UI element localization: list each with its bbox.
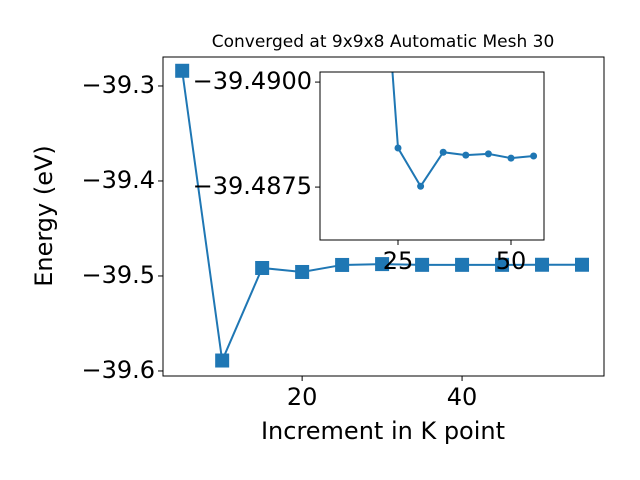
- marker: [375, 257, 390, 272]
- y-tick-label: −39.3: [81, 71, 155, 99]
- marker: [575, 257, 590, 272]
- y-tick-label: −39.5: [81, 261, 155, 289]
- y-axis-label: Energy (eV): [30, 145, 58, 287]
- x-axis-label: Increment in K point: [261, 417, 505, 445]
- marker: [495, 257, 510, 272]
- marker: [439, 148, 447, 156]
- x-tick-label: 20: [287, 383, 318, 411]
- inset-chart: 25 50 −39.4875 −39.4900: [193, 67, 545, 275]
- marker: [215, 353, 230, 368]
- x-tick-label: 50: [496, 247, 527, 275]
- axes-background: [320, 72, 544, 240]
- marker: [530, 152, 538, 160]
- marker: [535, 257, 550, 272]
- y-tick-label: −39.6: [81, 356, 155, 384]
- marker: [507, 154, 515, 162]
- marker: [394, 144, 402, 152]
- line: [391, 72, 534, 189]
- marker: [415, 257, 430, 272]
- y-tick-label: −39.4875: [193, 172, 312, 200]
- y-tick-label: −39.4: [81, 166, 155, 194]
- marker: [295, 264, 310, 279]
- marker: [417, 182, 425, 190]
- marker: [175, 63, 190, 78]
- plot-area: [391, 72, 538, 190]
- x-tick-label: 40: [447, 383, 478, 411]
- marker: [255, 260, 270, 275]
- axes-frame: [319, 71, 545, 241]
- y-tick-label: −39.4900: [193, 67, 312, 95]
- marker: [484, 150, 492, 158]
- plot-area: [175, 63, 590, 368]
- marker: [335, 257, 350, 272]
- marker: [462, 151, 470, 159]
- x-tick-label: 25: [383, 247, 414, 275]
- marker: [455, 257, 470, 272]
- axes-frame: [162, 56, 605, 377]
- chart-title: Converged at 9x9x8 Automatic Mesh 30: [212, 32, 555, 52]
